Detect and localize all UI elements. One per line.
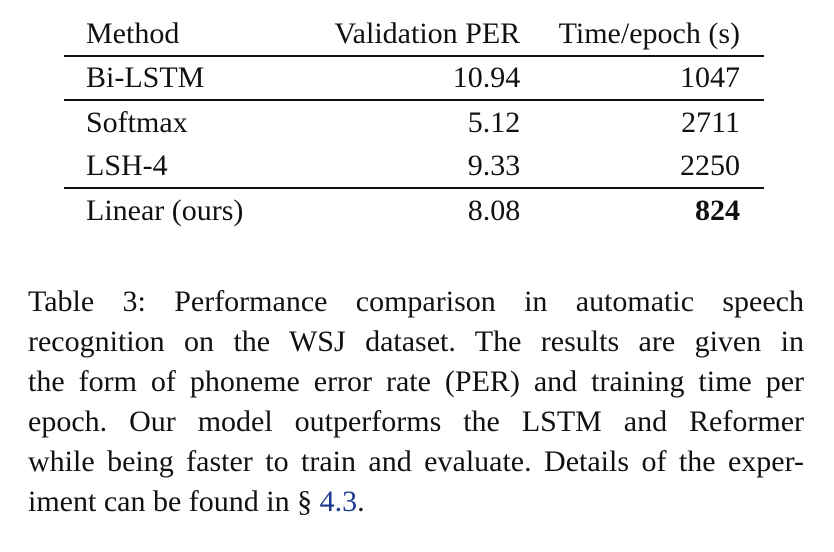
caption-line: recognition on the WSJ dataset. The resu… <box>28 325 804 358</box>
caption-line: epoch. Our model outperforms the LSTM an… <box>28 405 804 438</box>
results-table: Method Validation PER Time/epoch (s) Bi-… <box>64 10 764 232</box>
caption-last-line-prefix: iment can be found in <box>28 485 298 518</box>
cell-method: Softmax <box>64 99 285 144</box>
cell-time: 2250 <box>680 148 740 182</box>
caption-line: the form of phoneme error rate (PER) and… <box>28 365 804 398</box>
cell-per: 9.33 <box>467 148 521 182</box>
cell-time: 1047 <box>520 55 764 100</box>
table-header-row: Method Validation PER Time/epoch (s) <box>64 10 764 56</box>
caption-line: Table 3: Performance comparison in autom… <box>28 285 804 318</box>
table-row: Linear (ours) 8.08 824 <box>64 187 764 232</box>
caption-last-line-suffix: . <box>357 485 365 518</box>
section-reference-link[interactable]: 4.3 <box>319 485 358 518</box>
cell-per: 5.12 <box>284 99 521 144</box>
header-validation-per: Validation PER <box>334 16 521 50</box>
cell-time-best: 824 <box>520 187 764 232</box>
results-table-container: Method Validation PER Time/epoch (s) Bi-… <box>64 10 764 232</box>
cell-method: LSH-4 <box>86 148 168 182</box>
cell-per: 8.08 <box>284 187 521 232</box>
cell-method: Linear (ours) <box>64 187 285 232</box>
table-row: Softmax 5.12 2711 <box>64 99 764 144</box>
header-method: Method <box>86 16 180 50</box>
caption-last-line: iment can be found in § 4.3. <box>28 482 804 522</box>
cell-per: 10.94 <box>284 55 521 100</box>
caption-line: while being faster to train and evaluate… <box>28 445 804 478</box>
table-row: Bi-LSTM 10.94 1047 <box>64 55 764 100</box>
header-time-per-epoch: Time/epoch (s) <box>558 16 740 50</box>
cell-time: 2711 <box>520 99 764 144</box>
cell-method: Bi-LSTM <box>64 55 285 100</box>
section-symbol: § <box>297 485 313 518</box>
table-caption: Table 3: Performance comparison in autom… <box>28 282 804 522</box>
table-row: LSH-4 9.33 2250 <box>64 144 764 188</box>
